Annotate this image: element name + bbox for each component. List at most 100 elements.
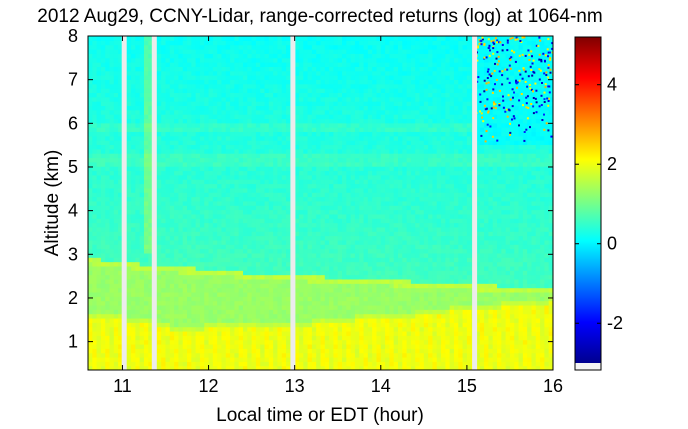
heatmap-cell (277, 265, 283, 271)
heatmap-cell (320, 244, 326, 250)
heatmap-cell (234, 326, 240, 332)
heatmap-cell (100, 283, 106, 289)
heatmap-cell (329, 88, 335, 93)
heatmap-cell (174, 296, 180, 302)
heatmap-cell (268, 79, 274, 85)
heatmap-cell (212, 218, 218, 224)
heatmap-cell (238, 226, 244, 232)
heatmap-cell (255, 57, 261, 63)
heatmap-cell (178, 244, 184, 250)
heatmap-cell (230, 205, 235, 211)
heatmap-cell (230, 317, 235, 323)
heatmap-cell (199, 131, 205, 137)
heatmap-cell (311, 270, 317, 276)
heatmap-cell (113, 187, 119, 193)
heatmap-cell (113, 57, 119, 63)
heatmap-cell (354, 79, 360, 85)
heatmap-cell (139, 296, 145, 302)
heatmap-cell (273, 122, 279, 128)
heatmap-cell (143, 157, 149, 163)
heatmap-cell (230, 300, 235, 306)
heatmap-cell (148, 92, 154, 98)
heatmap-cell (273, 205, 279, 211)
heatmap-cell (316, 170, 322, 176)
heatmap-cell (92, 179, 98, 185)
heatmap-cell (118, 114, 124, 120)
heatmap-cell (298, 226, 304, 232)
heatmap-cell (139, 291, 145, 297)
heatmap-cell (307, 144, 313, 150)
heatmap-cell (333, 343, 339, 349)
heatmap-cell (268, 274, 274, 280)
heatmap-cell (169, 49, 175, 54)
heatmap-cell (294, 270, 300, 276)
heatmap-cell (100, 183, 106, 189)
heatmap-cell (174, 187, 180, 193)
heatmap-cell (174, 300, 180, 306)
heatmap-cell (286, 300, 291, 306)
heatmap-cell (294, 205, 300, 211)
heatmap-cell (178, 70, 184, 76)
heatmap-cell (294, 239, 300, 245)
heatmap-cell (273, 109, 279, 115)
heatmap-cell (346, 127, 352, 133)
heatmap-cell (363, 148, 369, 154)
heatmap-cell (174, 57, 180, 63)
heatmap-cell (105, 296, 111, 302)
heatmap-cell (234, 166, 240, 172)
heatmap-cell (118, 144, 124, 150)
heatmap-cell (174, 304, 180, 310)
heatmap-cell (350, 118, 356, 124)
heatmap-cell (243, 70, 248, 76)
heatmap-cell (251, 192, 257, 198)
heatmap-cell (88, 235, 93, 241)
heatmap-cell (191, 161, 197, 167)
heatmap-cell (105, 287, 111, 293)
heatmap-cell (161, 218, 167, 224)
heatmap-cell (238, 83, 244, 89)
heatmap-cell (238, 135, 244, 141)
heatmap-cell (161, 222, 167, 228)
heatmap-cell (363, 300, 369, 306)
heatmap-cell (294, 287, 300, 293)
heatmap-cell (105, 140, 111, 146)
heatmap-cell (126, 101, 132, 106)
heatmap-cell (182, 183, 188, 189)
heatmap-cell (174, 105, 180, 111)
heatmap-cell (113, 114, 119, 120)
heatmap-cell (169, 131, 175, 137)
heatmap-cell (92, 105, 98, 111)
heatmap-cell (204, 135, 210, 141)
heatmap-cell (277, 140, 283, 146)
heatmap-cell (88, 365, 93, 370)
heatmap-cell (311, 278, 317, 284)
heatmap-cell (182, 209, 188, 215)
heatmap-cell (281, 135, 287, 141)
heatmap-cell (143, 70, 149, 76)
heatmap-cell (156, 92, 162, 98)
heatmap-cell (234, 339, 240, 345)
heatmap-cell (333, 257, 339, 263)
heatmap-cell (109, 192, 115, 198)
heatmap-cell (143, 287, 149, 293)
heatmap-cell (208, 222, 214, 228)
heatmap-cell (230, 261, 235, 267)
heatmap-cell (346, 343, 352, 349)
heatmap-cell (92, 36, 98, 41)
heatmap-cell (113, 335, 119, 341)
heatmap-cell (92, 343, 98, 349)
heatmap-cell (273, 235, 279, 241)
heatmap-cell (298, 109, 304, 115)
heatmap-cell (143, 348, 149, 354)
heatmap-cell (342, 44, 347, 50)
heatmap-cell (251, 114, 257, 120)
heatmap-cell (199, 231, 205, 237)
heatmap-cell (260, 127, 266, 133)
heatmap-cell (298, 161, 304, 167)
heatmap-cell (303, 192, 309, 198)
heatmap-cell (286, 335, 291, 341)
heatmap-cell (113, 109, 119, 115)
heatmap-cell (195, 300, 201, 306)
heatmap-cell (204, 183, 210, 189)
heatmap-cell (195, 179, 201, 185)
